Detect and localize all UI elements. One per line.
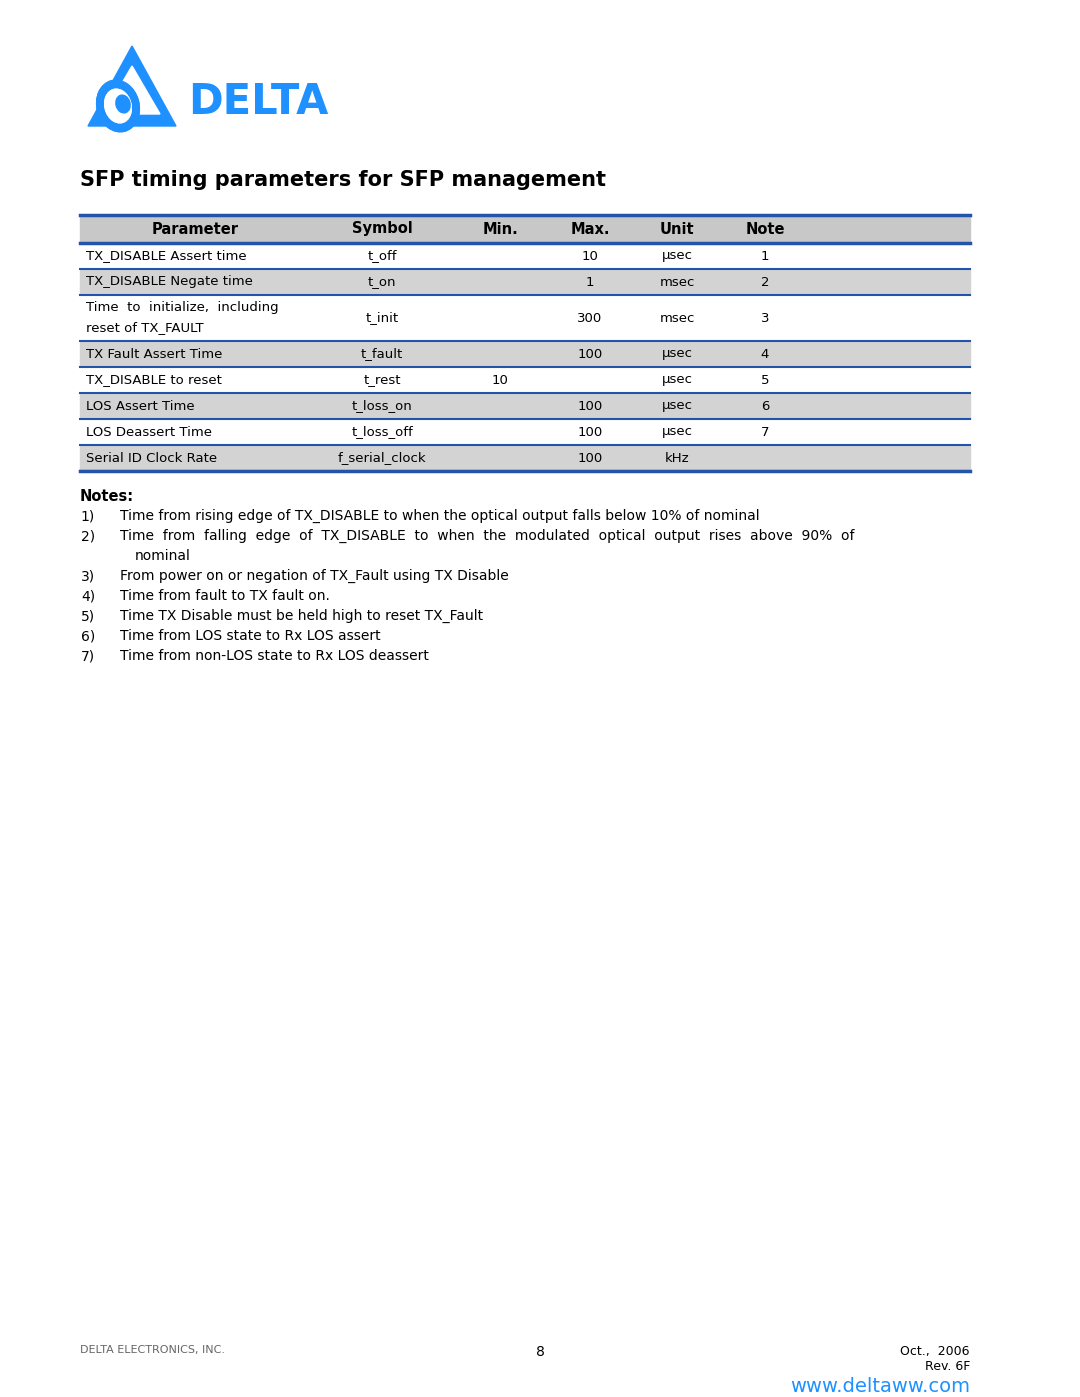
- Text: Time from non-LOS state to Rx LOS deassert: Time from non-LOS state to Rx LOS deasse…: [120, 650, 429, 664]
- Text: Notes:: Notes:: [80, 489, 134, 504]
- Text: msec: msec: [659, 275, 694, 289]
- Text: Serial ID Clock Rate: Serial ID Clock Rate: [86, 451, 217, 464]
- Text: 10: 10: [491, 373, 509, 387]
- Text: 100: 100: [578, 451, 603, 464]
- Text: Time from rising edge of TX_DISABLE to when the optical output falls below 10% o: Time from rising edge of TX_DISABLE to w…: [120, 509, 759, 522]
- Text: 1: 1: [760, 250, 769, 263]
- Text: 6): 6): [81, 629, 95, 643]
- Text: μsec: μsec: [661, 426, 692, 439]
- Polygon shape: [104, 66, 160, 115]
- Text: 100: 100: [578, 426, 603, 439]
- Text: Rev. 6F: Rev. 6F: [924, 1361, 970, 1373]
- Text: 300: 300: [578, 312, 603, 324]
- Ellipse shape: [96, 80, 139, 131]
- Text: 5): 5): [81, 609, 95, 623]
- Text: μsec: μsec: [661, 400, 692, 412]
- Text: Max.: Max.: [570, 222, 610, 236]
- Text: 100: 100: [578, 400, 603, 412]
- Text: Time  to  initialize,  including: Time to initialize, including: [86, 302, 279, 314]
- Text: 100: 100: [578, 348, 603, 360]
- Text: 3: 3: [760, 312, 769, 324]
- Text: μsec: μsec: [661, 348, 692, 360]
- Text: LOS Assert Time: LOS Assert Time: [86, 400, 194, 412]
- Text: t_on: t_on: [368, 275, 396, 289]
- Text: reset of TX_FAULT: reset of TX_FAULT: [86, 321, 204, 334]
- Text: From power on or negation of TX_Fault using TX Disable: From power on or negation of TX_Fault us…: [120, 569, 509, 583]
- Text: Time from fault to TX fault on.: Time from fault to TX fault on.: [120, 590, 329, 604]
- Text: f_serial_clock: f_serial_clock: [338, 451, 427, 464]
- Text: t_loss_on: t_loss_on: [352, 400, 413, 412]
- Text: t_off: t_off: [367, 250, 396, 263]
- Text: www.deltaww.com: www.deltaww.com: [789, 1377, 970, 1396]
- Text: 1): 1): [81, 509, 95, 522]
- Text: SFP timing parameters for SFP management: SFP timing parameters for SFP management: [80, 170, 606, 190]
- Bar: [80, 419, 970, 446]
- Bar: [80, 341, 970, 367]
- Text: 5: 5: [760, 373, 769, 387]
- Text: 2: 2: [760, 275, 769, 289]
- Ellipse shape: [96, 80, 139, 131]
- Text: DELTA ELECTRONICS, INC.: DELTA ELECTRONICS, INC.: [80, 1345, 225, 1355]
- Text: 2): 2): [81, 529, 95, 543]
- Ellipse shape: [96, 80, 139, 131]
- Text: t_fault: t_fault: [361, 348, 403, 360]
- Text: Time from LOS state to Rx LOS assert: Time from LOS state to Rx LOS assert: [120, 629, 380, 643]
- Bar: [80, 243, 970, 270]
- Text: 4: 4: [760, 348, 769, 360]
- Text: 1: 1: [585, 275, 594, 289]
- Bar: [80, 446, 970, 471]
- Text: Parameter: Parameter: [151, 222, 239, 236]
- Text: kHz: kHz: [664, 451, 689, 464]
- Text: TX_DISABLE Assert time: TX_DISABLE Assert time: [86, 250, 246, 263]
- Text: Symbol: Symbol: [352, 222, 413, 236]
- Text: t_loss_off: t_loss_off: [351, 426, 413, 439]
- Text: TX_DISABLE Negate time: TX_DISABLE Negate time: [86, 275, 253, 289]
- Text: Unit: Unit: [660, 222, 694, 236]
- Text: t_init: t_init: [365, 312, 399, 324]
- Text: 10: 10: [581, 250, 598, 263]
- Bar: [80, 367, 970, 393]
- Text: 8: 8: [536, 1345, 544, 1359]
- Ellipse shape: [116, 95, 131, 113]
- Text: LOS Deassert Time: LOS Deassert Time: [86, 426, 212, 439]
- Text: μsec: μsec: [661, 373, 692, 387]
- Text: 7): 7): [81, 650, 95, 664]
- Text: TX_DISABLE to reset: TX_DISABLE to reset: [86, 373, 221, 387]
- Text: 4): 4): [81, 590, 95, 604]
- Polygon shape: [87, 46, 176, 126]
- Text: nominal: nominal: [135, 549, 191, 563]
- Text: Note: Note: [745, 222, 785, 236]
- Text: msec: msec: [659, 312, 694, 324]
- Bar: [80, 215, 970, 243]
- Ellipse shape: [105, 89, 132, 123]
- Text: Time TX Disable must be held high to reset TX_Fault: Time TX Disable must be held high to res…: [120, 609, 483, 623]
- Text: TX Fault Assert Time: TX Fault Assert Time: [86, 348, 222, 360]
- Text: μsec: μsec: [661, 250, 692, 263]
- Text: 6: 6: [760, 400, 769, 412]
- Text: Min.: Min.: [482, 222, 518, 236]
- Bar: [80, 270, 970, 295]
- Bar: [80, 295, 970, 341]
- Text: Time  from  falling  edge  of  TX_DISABLE  to  when  the  modulated  optical  ou: Time from falling edge of TX_DISABLE to …: [120, 529, 854, 543]
- Text: 3): 3): [81, 569, 95, 583]
- Text: t_rest: t_rest: [363, 373, 401, 387]
- Text: 7: 7: [760, 426, 769, 439]
- Ellipse shape: [105, 89, 132, 123]
- Bar: [80, 393, 970, 419]
- Text: DELTA: DELTA: [188, 81, 328, 123]
- Text: Oct.,  2006: Oct., 2006: [901, 1345, 970, 1358]
